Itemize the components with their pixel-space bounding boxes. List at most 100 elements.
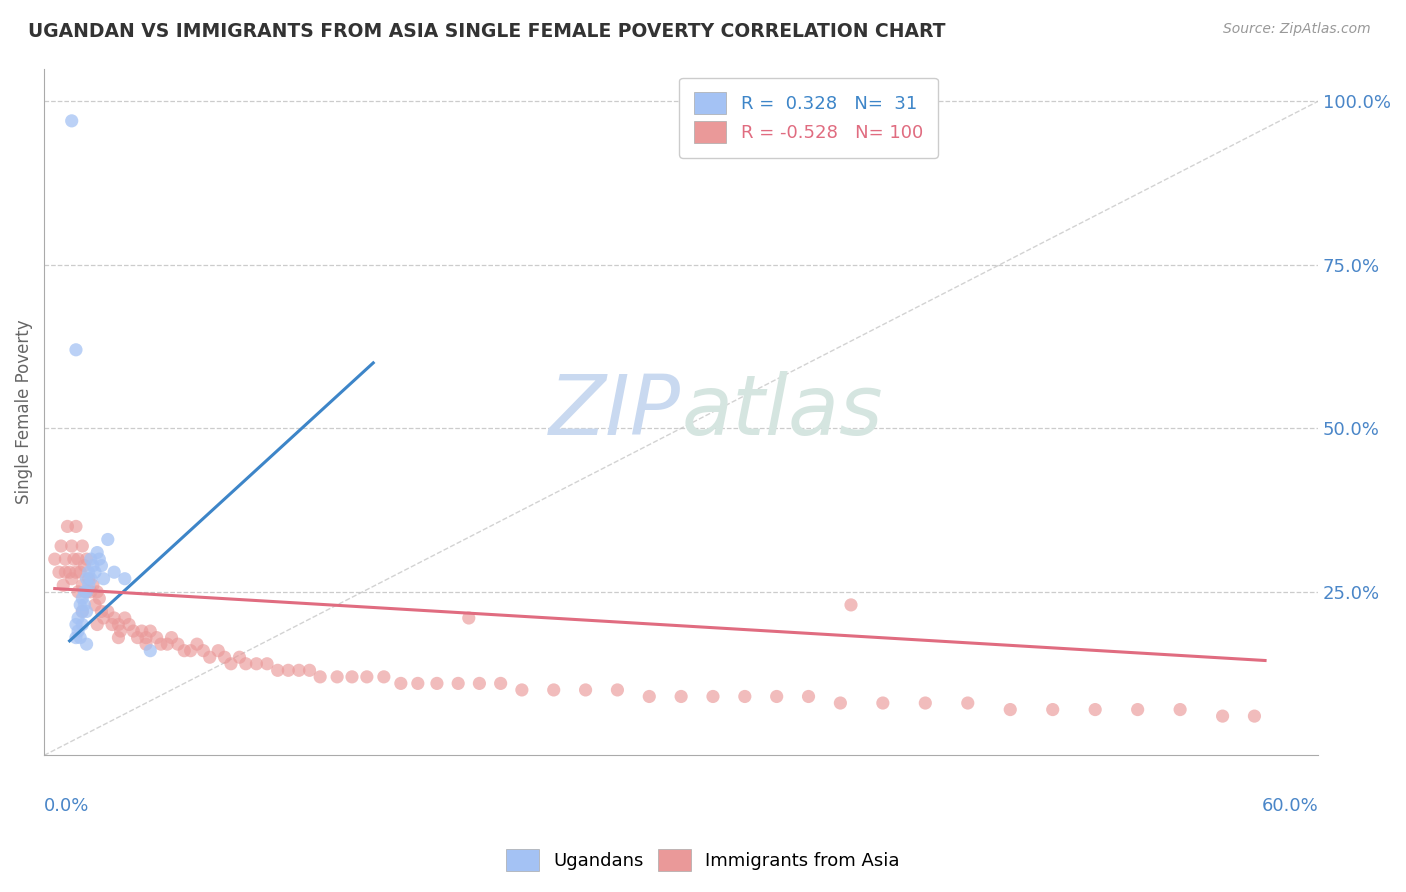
Point (65, 631, 87, 645)
Point (67, 611, 90, 625)
Point (309, 670, 332, 684)
Point (60, 113, 83, 128)
Point (214, 650, 236, 665)
Point (156, 637, 179, 651)
Point (606, 682, 628, 697)
Point (457, 611, 479, 625)
Point (107, 631, 129, 645)
Point (60, 539, 83, 553)
Text: 60.0%: 60.0% (1261, 797, 1319, 814)
Point (76, 584, 98, 599)
Point (235, 657, 257, 671)
Point (72, 539, 94, 553)
Point (1042, 702, 1064, 716)
Point (127, 631, 149, 645)
Point (72, 604, 94, 618)
Point (73, 558, 96, 573)
Point (56, 519, 79, 533)
Point (326, 670, 349, 684)
Point (48, 565, 70, 579)
Point (510, 682, 533, 697)
Point (426, 676, 449, 690)
Point (44, 552, 66, 566)
Point (76, 637, 98, 651)
Point (65, 343, 87, 357)
Point (90, 604, 112, 618)
Point (839, 598, 862, 612)
Point (160, 631, 183, 645)
Point (830, 696, 852, 710)
Point (84, 598, 107, 612)
Point (72, 617, 94, 632)
Point (80, 572, 103, 586)
Point (872, 696, 894, 710)
Point (114, 611, 136, 625)
Point (669, 690, 692, 704)
Point (89, 591, 111, 606)
Point (65, 565, 87, 579)
Point (797, 690, 820, 704)
Point (58, 565, 80, 579)
Point (53, 552, 76, 566)
Point (340, 670, 363, 684)
Point (67, 624, 90, 638)
Point (90, 558, 112, 573)
Point (93, 611, 115, 625)
Point (76, 572, 98, 586)
Point (86, 584, 108, 599)
Point (63, 552, 86, 566)
Point (69, 565, 91, 579)
Point (1000, 702, 1022, 716)
Text: UGANDAN VS IMMIGRANTS FROM ASIA SINGLE FEMALE POVERTY CORRELATION CHART: UGANDAN VS IMMIGRANTS FROM ASIA SINGLE F… (28, 22, 946, 41)
Point (638, 690, 661, 704)
Point (122, 624, 145, 638)
Point (180, 643, 202, 657)
Point (86, 545, 108, 559)
Text: ZIP: ZIP (550, 371, 681, 452)
Text: 0.0%: 0.0% (44, 797, 90, 814)
Legend: Ugandans, Immigrants from Asia: Ugandans, Immigrants from Asia (499, 842, 907, 879)
Point (406, 676, 429, 690)
Point (149, 637, 172, 651)
Point (67, 584, 90, 599)
Point (734, 690, 756, 704)
Point (219, 657, 242, 671)
Point (84, 565, 107, 579)
Point (114, 572, 136, 586)
Point (72, 604, 94, 618)
Y-axis label: Single Female Poverty: Single Female Poverty (15, 319, 32, 504)
Point (110, 624, 132, 638)
Point (298, 663, 321, 677)
Point (76, 552, 98, 566)
Point (702, 690, 724, 704)
Text: atlas: atlas (681, 371, 883, 452)
Point (76, 584, 98, 599)
Point (1168, 702, 1191, 716)
Point (468, 676, 491, 690)
Point (107, 617, 129, 632)
Point (245, 657, 267, 671)
Point (356, 670, 378, 684)
Point (256, 657, 278, 671)
Point (266, 663, 288, 677)
Point (186, 637, 208, 651)
Point (167, 637, 190, 651)
Point (489, 676, 512, 690)
Point (86, 617, 108, 632)
Point (145, 631, 167, 645)
Point (131, 624, 153, 638)
Point (52, 578, 75, 592)
Point (69, 631, 91, 645)
Point (73, 598, 96, 612)
Point (389, 676, 412, 690)
Point (1126, 702, 1149, 716)
Point (288, 663, 311, 677)
Point (60, 572, 83, 586)
Point (373, 670, 395, 684)
Point (173, 643, 195, 657)
Point (89, 552, 111, 566)
Point (139, 643, 162, 657)
Point (103, 611, 125, 625)
Point (101, 617, 124, 632)
Point (65, 519, 87, 533)
